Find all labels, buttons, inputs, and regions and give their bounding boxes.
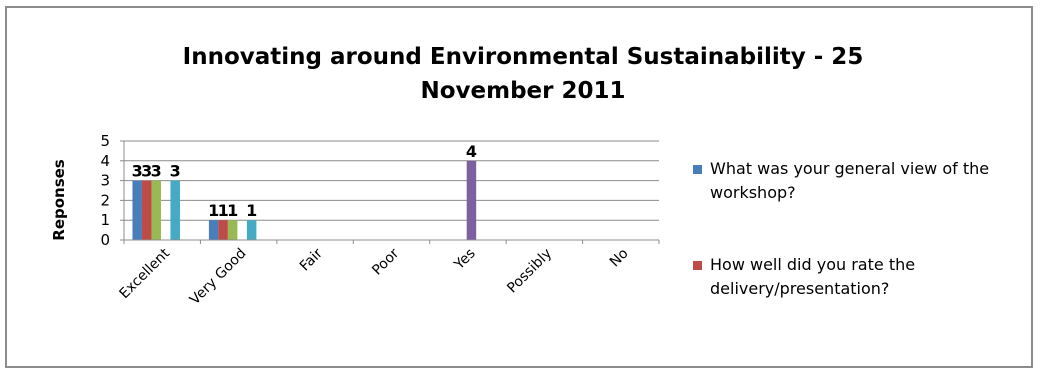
y-tick-label: 2	[100, 191, 110, 209]
x-tick-label: Very Good	[187, 246, 250, 309]
bar	[170, 180, 180, 240]
data-label: 3	[151, 162, 162, 181]
x-tick-label: Fair	[297, 245, 326, 274]
chart-title-line-2: November 2011	[420, 78, 625, 104]
bar	[466, 160, 477, 240]
data-label: 1	[218, 201, 229, 220]
x-tick-label: Yes	[451, 246, 479, 274]
y-tick-label: 4	[100, 152, 110, 170]
bar	[208, 220, 219, 240]
data-label: 3	[170, 162, 181, 181]
bar	[151, 180, 161, 240]
data-label: 1	[246, 201, 257, 220]
bar	[218, 220, 228, 240]
data-label: 1	[227, 201, 238, 220]
legend: What was your general view of the worksho…	[693, 159, 989, 298]
grid-layer	[124, 140, 659, 221]
x-tick-label: No	[607, 246, 632, 271]
data-label: 4	[466, 142, 477, 161]
legend-entry-text: workshop?	[710, 183, 796, 202]
x-tick-label: Excellent	[117, 245, 174, 302]
y-axis-label: Reponses	[50, 159, 68, 241]
bar	[141, 180, 152, 240]
x-tick-label: Possibly	[504, 246, 555, 297]
data-label: 1	[208, 201, 219, 220]
x-tick-label: Poor	[369, 245, 402, 278]
y-tick-label: 0	[100, 231, 110, 249]
y-tick-label: 5	[100, 132, 110, 150]
data-label: 3	[141, 162, 152, 181]
data-label: 3	[132, 162, 143, 181]
bar	[246, 220, 257, 240]
y-tick-label: 1	[100, 211, 110, 229]
legend-entry-text: delivery/presentation?	[710, 279, 889, 298]
legend-entry-text: How well did you rate the	[710, 255, 915, 274]
y-tick-label: 3	[100, 172, 110, 190]
bar	[227, 220, 238, 240]
bar	[132, 180, 142, 240]
chart: Innovating around Environmental Sustaina…	[50, 44, 989, 309]
chart-frame: Innovating around Environmental Sustaina…	[5, 6, 1033, 368]
legend-swatch	[693, 261, 702, 270]
chart-title-line-1: Innovating around Environmental Sustaina…	[183, 44, 864, 70]
legend-entry-text: What was your general view of the	[710, 159, 989, 178]
legend-swatch	[693, 165, 702, 174]
